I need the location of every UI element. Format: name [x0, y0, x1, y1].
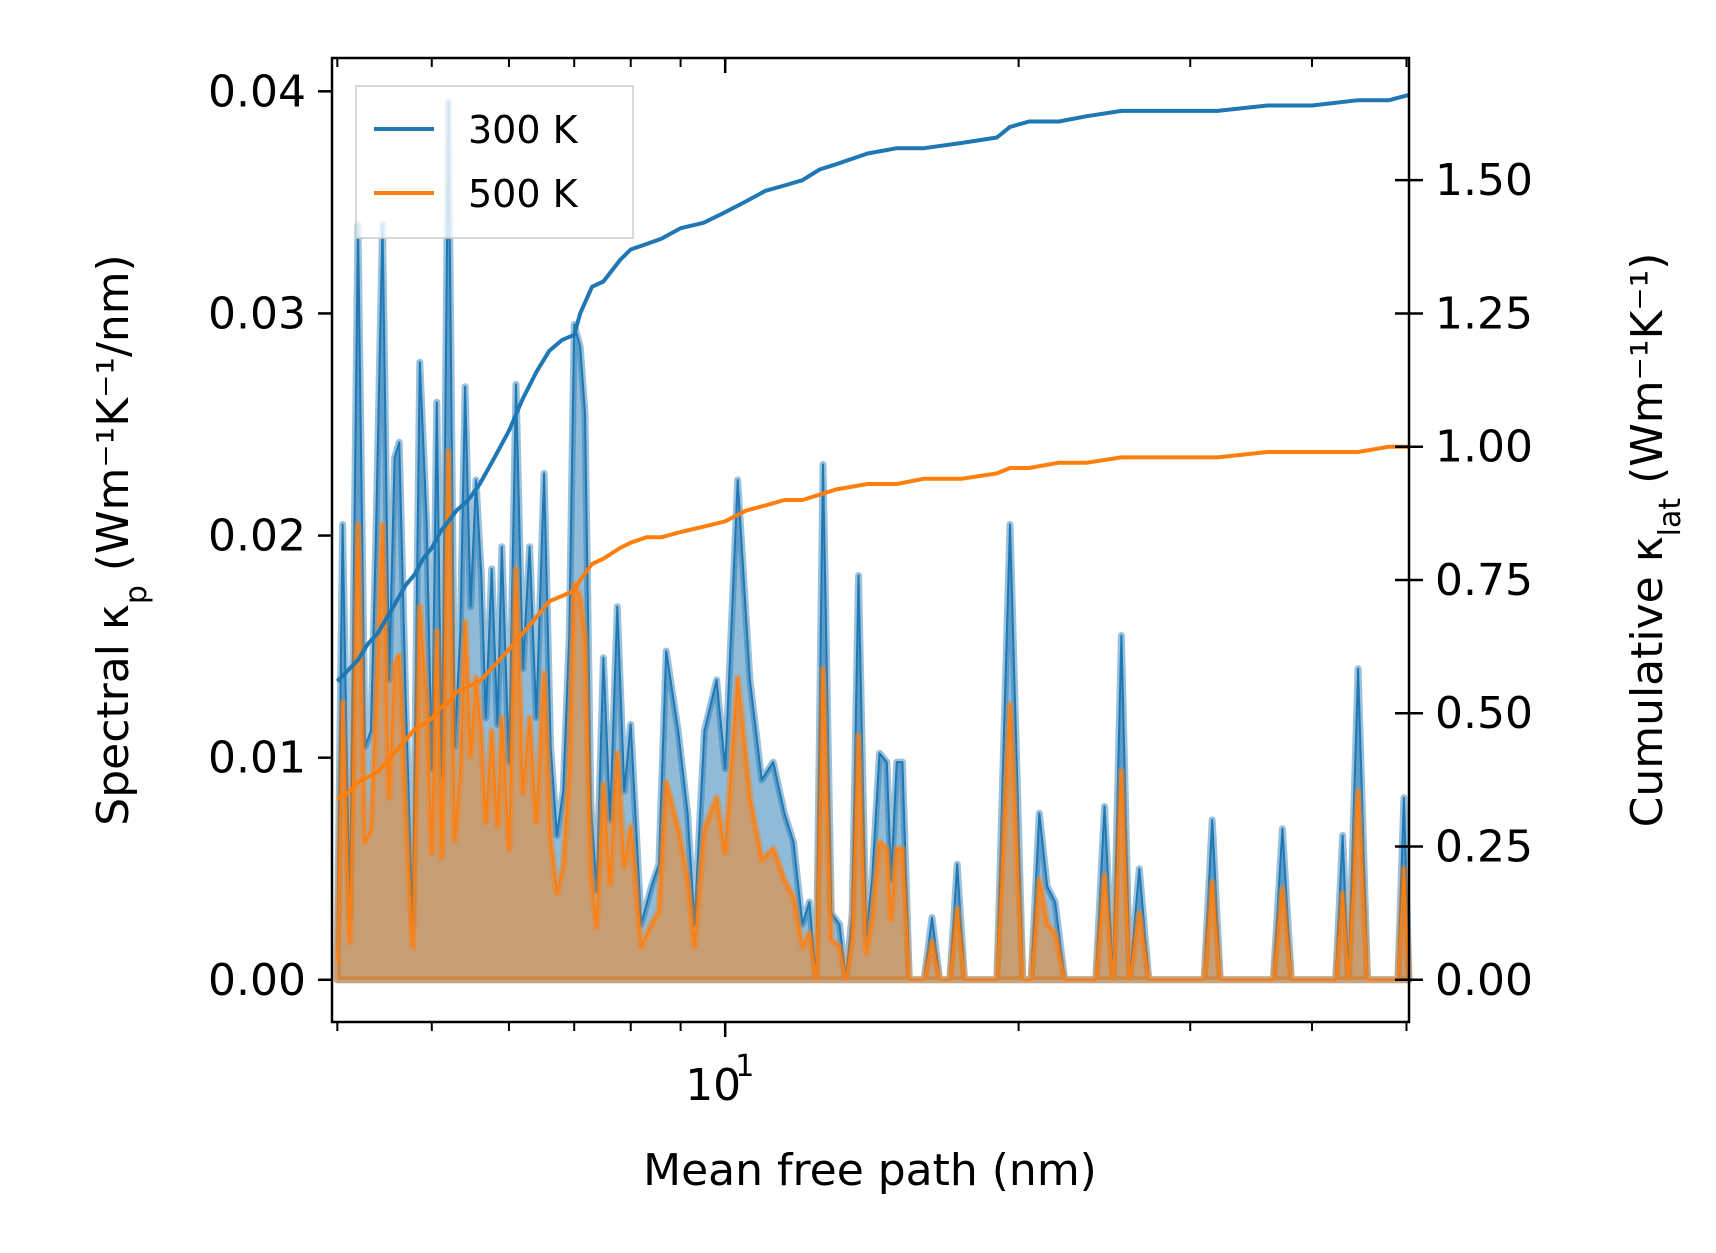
x-tick-label: 10: [685, 1060, 741, 1111]
x-axis-title: Mean free path (nm): [643, 1145, 1097, 1196]
left-tick-label: 0.04: [208, 66, 306, 117]
right-axis-title: Cumulative κlat (Wm⁻¹K⁻¹): [1622, 253, 1688, 828]
left-axis-title-units: (Wm⁻¹K⁻¹/nm): [88, 254, 139, 585]
plot-area: [333, 92, 1413, 984]
left-axis-title-sub: p: [119, 585, 154, 604]
legend-label-500k: 500 K: [468, 172, 579, 216]
right-axis-title-units: (Wm⁻¹K⁻¹): [1622, 253, 1673, 498]
left-tick-label: 0.03: [208, 288, 306, 339]
cumulative-line-300k: [335, 92, 1410, 683]
cumulative-line-500k: [336, 444, 1409, 801]
left-axis-title-prefix: Spectral κ: [88, 604, 139, 826]
left-tick-label: 0.02: [208, 511, 306, 562]
legend: 300 K 500 K: [355, 85, 634, 239]
right-tick-label: 1.50: [1435, 155, 1533, 206]
spectral-line-500k: [336, 450, 1410, 981]
right-tick-label: 1.25: [1435, 288, 1533, 339]
right-tick-label: 1.00: [1435, 422, 1533, 473]
x-tick-label-exponent: 1: [735, 1049, 754, 1084]
axes-frame: [330, 56, 1411, 1024]
right-tick-label: 0.75: [1435, 555, 1533, 606]
right-tick-label: 0.25: [1435, 822, 1533, 873]
left-axis-title: Spectral κp (Wm⁻¹K⁻¹/nm): [88, 254, 154, 825]
legend-box: [355, 85, 634, 239]
left-tick-label: 0.01: [208, 733, 306, 784]
legend-label-300k: 300 K: [468, 108, 579, 152]
spectral-line-300k: [336, 101, 1410, 981]
right-tick-label: 0.50: [1435, 688, 1533, 739]
left-tick-label: 0.00: [208, 955, 306, 1006]
right-tick-label: 0.00: [1435, 955, 1533, 1006]
axis-ticks: 0.00 0.01 0.02 0.03 0.04 0.00 0.25 0.50 0.75 1.00…: [208, 58, 1533, 1111]
right-axis-title-prefix: Cumulative κ: [1622, 536, 1673, 827]
right-axis-title-sub: lat: [1653, 498, 1688, 537]
